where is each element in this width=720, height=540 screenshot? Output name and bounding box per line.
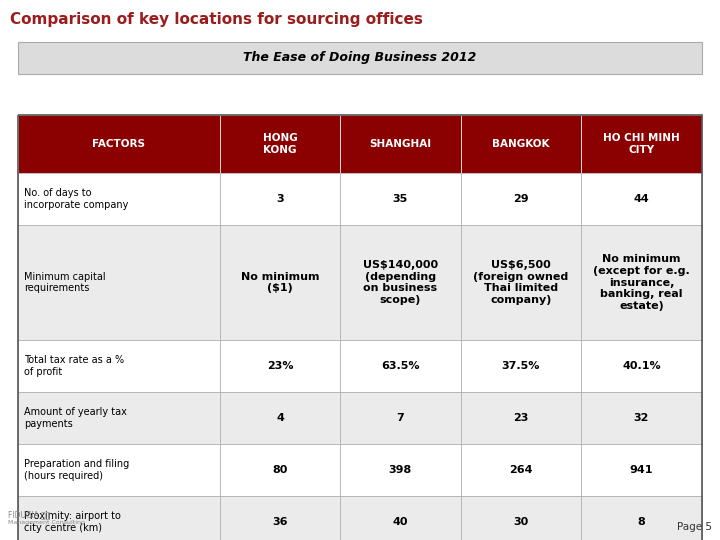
Bar bbox=[461, 496, 581, 540]
Text: 63.5%: 63.5% bbox=[381, 361, 420, 371]
Bar bbox=[18, 115, 702, 540]
Bar bbox=[581, 444, 702, 496]
Bar bbox=[18, 115, 220, 173]
Text: 3: 3 bbox=[276, 194, 284, 204]
Text: 36: 36 bbox=[272, 517, 288, 527]
Bar bbox=[461, 225, 581, 340]
Text: Page 5: Page 5 bbox=[677, 522, 712, 532]
Text: 32: 32 bbox=[634, 413, 649, 423]
Bar bbox=[581, 173, 702, 225]
Bar bbox=[461, 340, 581, 392]
Text: 80: 80 bbox=[272, 465, 288, 475]
Text: No minimum
(except for e.g.
insurance,
banking, real
estate): No minimum (except for e.g. insurance, b… bbox=[593, 254, 690, 310]
Text: 7: 7 bbox=[397, 413, 404, 423]
Bar bbox=[18, 496, 220, 540]
Text: 4: 4 bbox=[276, 413, 284, 423]
Text: 40: 40 bbox=[392, 517, 408, 527]
Text: 941: 941 bbox=[630, 465, 653, 475]
Text: 37.5%: 37.5% bbox=[502, 361, 540, 371]
Bar bbox=[340, 392, 461, 444]
Bar bbox=[220, 392, 340, 444]
Text: No minimum
($1): No minimum ($1) bbox=[240, 272, 319, 293]
Bar bbox=[340, 444, 461, 496]
Text: 398: 398 bbox=[389, 465, 412, 475]
Bar bbox=[461, 392, 581, 444]
Bar bbox=[340, 340, 461, 392]
Bar bbox=[340, 496, 461, 540]
Text: Amount of yearly tax
payments: Amount of yearly tax payments bbox=[24, 407, 127, 429]
Bar bbox=[220, 173, 340, 225]
Text: BANGKOK: BANGKOK bbox=[492, 139, 549, 149]
Bar bbox=[340, 115, 461, 173]
Bar bbox=[18, 392, 220, 444]
Bar bbox=[340, 225, 461, 340]
Bar bbox=[220, 444, 340, 496]
Text: 29: 29 bbox=[513, 194, 528, 204]
Text: 8: 8 bbox=[638, 517, 645, 527]
Text: US$6,500
(foreign owned
Thai limited
company): US$6,500 (foreign owned Thai limited com… bbox=[473, 260, 568, 305]
Bar bbox=[340, 173, 461, 225]
Bar bbox=[581, 496, 702, 540]
Bar bbox=[18, 42, 702, 74]
Text: SHANGHAI: SHANGHAI bbox=[369, 139, 431, 149]
Bar bbox=[581, 392, 702, 444]
Text: US$140,000
(depending
on business
scope): US$140,000 (depending on business scope) bbox=[363, 260, 438, 305]
Text: 23%: 23% bbox=[266, 361, 293, 371]
Bar bbox=[18, 444, 220, 496]
Text: 35: 35 bbox=[392, 194, 408, 204]
Text: HONG
KONG: HONG KONG bbox=[263, 133, 297, 155]
Text: HO CHI MINH
CITY: HO CHI MINH CITY bbox=[603, 133, 680, 155]
Text: 40.1%: 40.1% bbox=[622, 361, 661, 371]
Bar bbox=[18, 173, 220, 225]
Text: Comparison of key locations for sourcing offices: Comparison of key locations for sourcing… bbox=[10, 12, 423, 27]
Bar bbox=[581, 115, 702, 173]
Bar bbox=[18, 225, 220, 340]
Bar bbox=[220, 340, 340, 392]
Text: No. of days to
incorporate company: No. of days to incorporate company bbox=[24, 188, 128, 210]
Text: FACTORS: FACTORS bbox=[92, 139, 145, 149]
Bar bbox=[461, 115, 581, 173]
Bar bbox=[18, 340, 220, 392]
Text: The Ease of Doing Business 2012: The Ease of Doing Business 2012 bbox=[243, 51, 477, 64]
Text: Minimum capital
requirements: Minimum capital requirements bbox=[24, 272, 106, 293]
Bar bbox=[461, 173, 581, 225]
Text: 44: 44 bbox=[634, 194, 649, 204]
Text: Preparation and filing
(hours required): Preparation and filing (hours required) bbox=[24, 459, 130, 481]
Bar bbox=[461, 444, 581, 496]
Bar bbox=[581, 340, 702, 392]
Bar bbox=[581, 225, 702, 340]
Text: 23: 23 bbox=[513, 413, 528, 423]
Text: Total tax rate as a %
of profit: Total tax rate as a % of profit bbox=[24, 355, 124, 377]
Text: Proximity: airport to
city centre (km): Proximity: airport to city centre (km) bbox=[24, 511, 121, 533]
Bar bbox=[220, 225, 340, 340]
Text: 30: 30 bbox=[513, 517, 528, 527]
Text: 264: 264 bbox=[509, 465, 533, 475]
Text: FIDUCIA 帮助: FIDUCIA 帮助 bbox=[8, 510, 50, 519]
Text: Management Consulting: Management Consulting bbox=[8, 520, 85, 525]
Bar bbox=[220, 115, 340, 173]
Bar bbox=[220, 496, 340, 540]
